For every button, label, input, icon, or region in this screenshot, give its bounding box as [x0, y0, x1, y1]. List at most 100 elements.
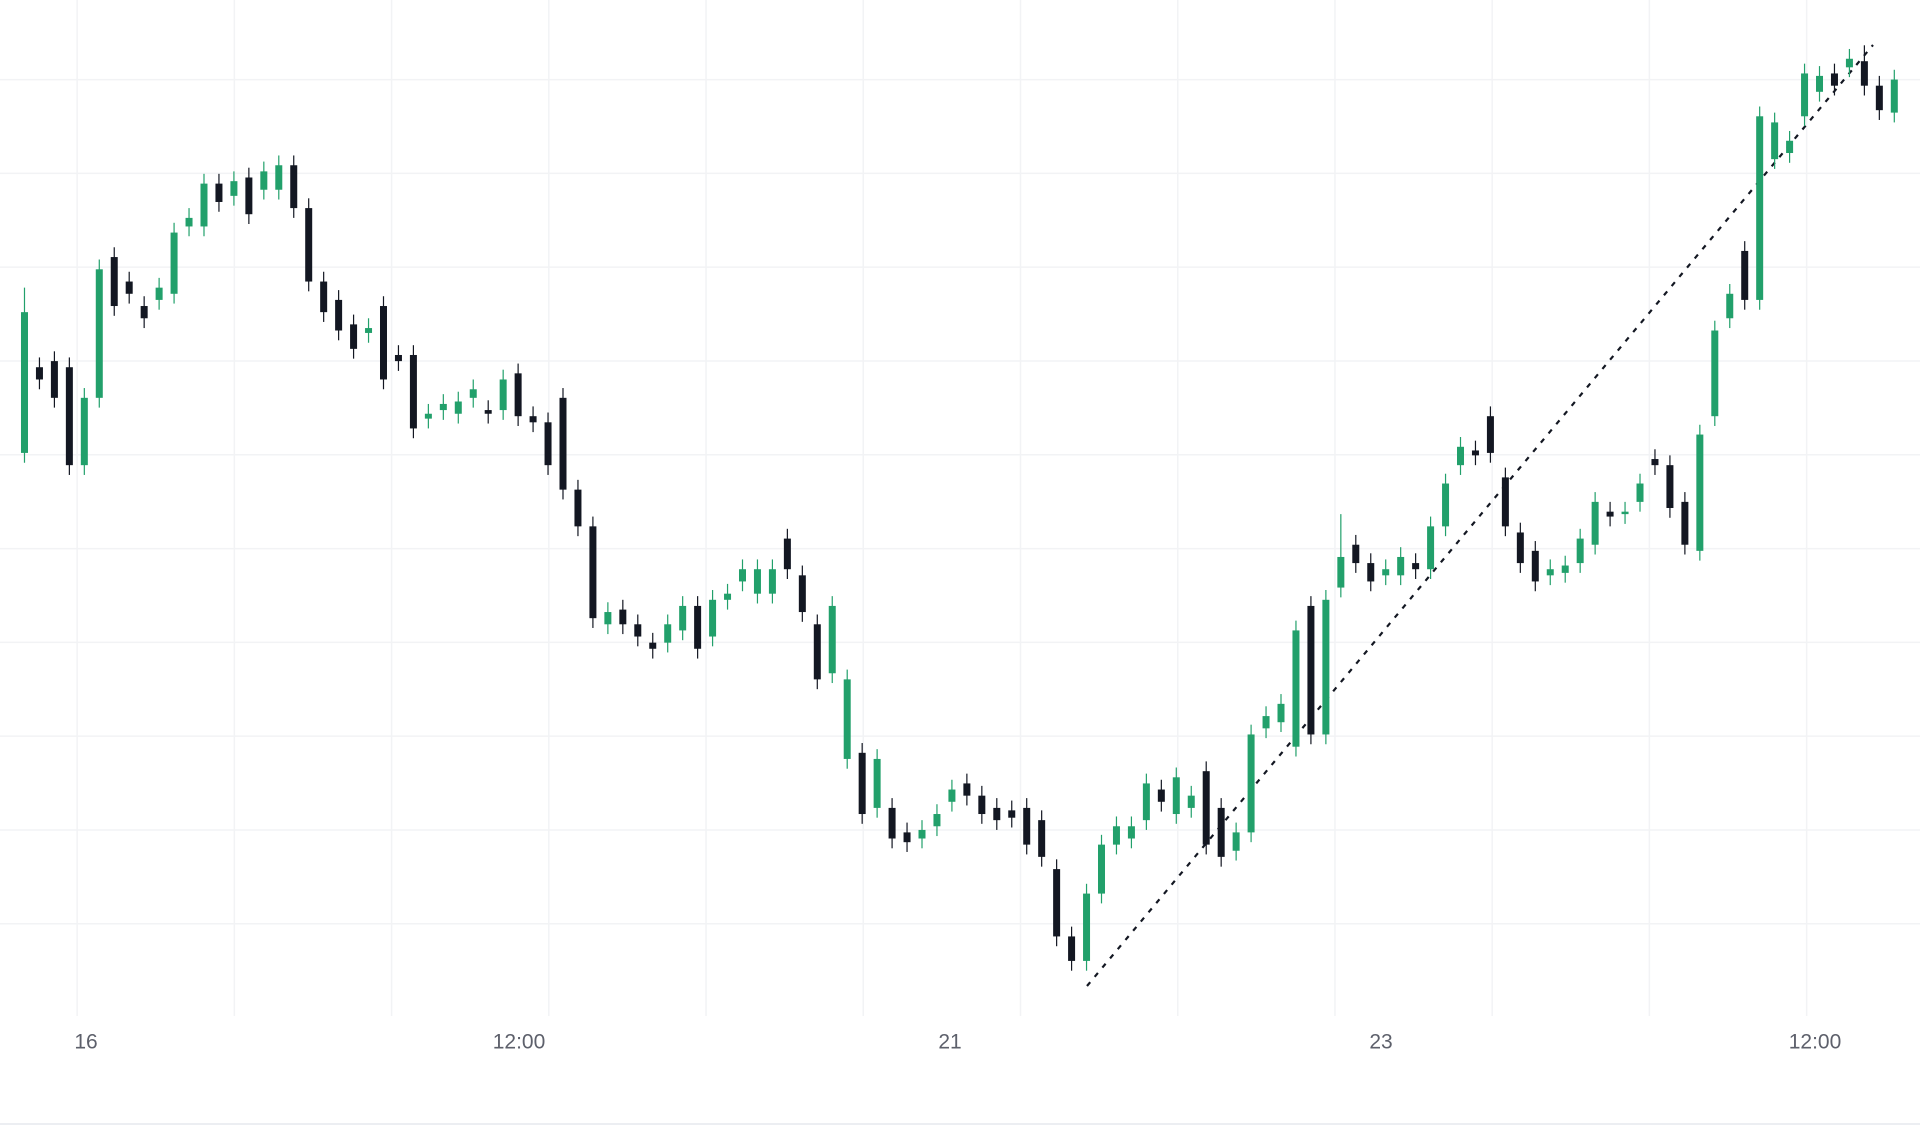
candle-body: [1322, 599, 1330, 735]
candle-body: [1576, 538, 1584, 564]
candle-body: [215, 183, 223, 202]
candle-body: [619, 609, 627, 625]
candle-body: [1681, 501, 1689, 545]
candle-body: [903, 832, 911, 843]
candle-body: [798, 575, 806, 613]
candle-body: [439, 403, 447, 411]
candle-body: [379, 306, 387, 380]
candle-body: [409, 354, 417, 429]
candle-body: [365, 328, 373, 333]
candle-body: [1486, 416, 1494, 453]
candle-body: [813, 624, 821, 680]
candle-body: [65, 367, 73, 466]
candle-body: [709, 599, 717, 637]
candle-body: [1860, 61, 1868, 86]
candle-body: [290, 165, 298, 209]
candle-body: [634, 624, 642, 637]
candle-body: [335, 299, 343, 331]
candle-body: [1516, 532, 1524, 564]
candle-body: [1337, 556, 1345, 588]
candle-body: [394, 354, 402, 362]
candle-body: [664, 624, 672, 643]
candle-body: [1801, 73, 1809, 117]
candle-body: [768, 569, 776, 594]
candle-body: [454, 401, 462, 414]
candle-body: [1726, 293, 1734, 319]
candle-body: [1606, 511, 1614, 517]
x-tick-label: 23: [1369, 1031, 1392, 1054]
candle-body: [1875, 85, 1883, 111]
x-tick-label: 12:00: [493, 1031, 546, 1054]
candle-body: [320, 281, 328, 313]
candle-body: [1457, 446, 1465, 466]
candle-body: [1771, 122, 1779, 160]
candle-body: [1292, 630, 1300, 747]
candle-body: [738, 569, 746, 582]
candle-body: [1412, 563, 1420, 570]
candle-body: [1187, 795, 1195, 808]
candle-body: [1157, 789, 1165, 802]
candle-body: [888, 807, 896, 839]
candle-body: [170, 232, 178, 294]
candle-body: [1890, 79, 1898, 113]
candle-body: [1561, 565, 1569, 573]
candle-body: [260, 171, 268, 190]
candle-body: [544, 422, 552, 466]
candle-body: [20, 312, 28, 453]
candle-body: [80, 397, 88, 466]
candle-body: [679, 605, 687, 631]
candle-body: [828, 605, 836, 674]
candle-body: [50, 361, 58, 398]
candle-body: [1352, 544, 1360, 564]
candle-body: [1591, 501, 1599, 545]
candle-body: [1232, 832, 1240, 851]
candle-body: [1068, 936, 1076, 961]
candle-body: [1636, 483, 1644, 502]
candle-body: [753, 569, 761, 594]
candle-body: [1621, 511, 1629, 515]
candle-body: [1382, 569, 1390, 576]
candle-body: [993, 807, 1001, 821]
x-tick-label: 16: [74, 1031, 97, 1054]
candle-body: [1546, 569, 1554, 576]
candle-body: [110, 257, 118, 307]
candle-body: [1786, 140, 1794, 154]
candle-body: [1397, 556, 1405, 576]
candle-body: [1471, 450, 1479, 456]
candle-body: [1127, 826, 1135, 839]
candle-body: [1098, 844, 1106, 894]
x-tick-label: 21: [938, 1031, 961, 1054]
candle-body: [125, 281, 133, 294]
candle-body: [1531, 550, 1539, 582]
candle-body: [559, 397, 567, 490]
candle-body: [1083, 893, 1091, 961]
candle-body: [1651, 459, 1659, 466]
candle-body: [1845, 58, 1853, 68]
candle-body: [350, 324, 358, 349]
candle-body: [35, 367, 43, 380]
candle-body: [1756, 116, 1764, 300]
candle-body: [1427, 526, 1435, 570]
candle-body: [1696, 434, 1704, 551]
candle-body: [1142, 783, 1150, 821]
candle-body: [694, 605, 702, 649]
candle-body: [948, 789, 956, 802]
candle-body: [783, 538, 791, 570]
candle-body: [963, 783, 971, 796]
candle-body: [1501, 477, 1509, 527]
candle-body: [1023, 807, 1031, 845]
candle-body: [858, 752, 866, 815]
candle-body: [933, 814, 941, 827]
candle-body: [1217, 807, 1225, 857]
candle-body: [275, 165, 283, 190]
candle-body: [529, 416, 537, 423]
candle-body: [873, 758, 881, 808]
candle-body: [1277, 703, 1285, 723]
candle-body: [843, 679, 851, 759]
candle-body: [1830, 73, 1838, 86]
candle-body: [1262, 716, 1270, 729]
candle-body: [1367, 563, 1375, 582]
candle-body: [1008, 810, 1016, 818]
candle-body: [155, 287, 163, 300]
